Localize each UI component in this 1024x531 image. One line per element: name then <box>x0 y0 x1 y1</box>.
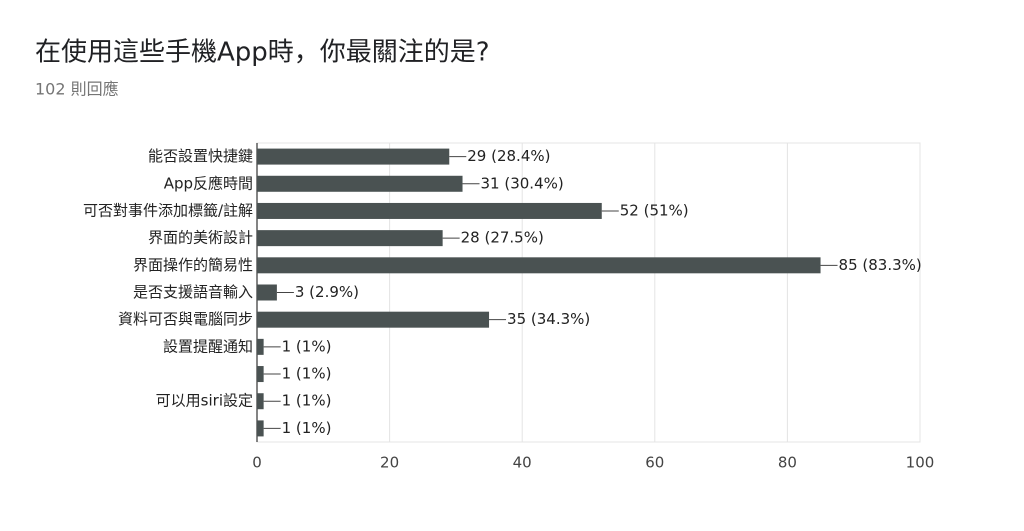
bar <box>257 366 264 383</box>
y-tick-label: 界面的美術設計 <box>148 229 253 247</box>
y-tick-label: 是否支援語音輸入 <box>133 283 253 301</box>
bar <box>257 311 490 328</box>
bar <box>257 284 277 301</box>
value-label: 1 (1%) <box>282 337 332 355</box>
y-tick-label: 設置提醒通知 <box>163 337 253 355</box>
y-tick-label: 界面操作的簡易性 <box>133 256 253 274</box>
x-tick-label: 20 <box>380 454 399 472</box>
bar <box>257 338 264 355</box>
value-label: 85 (83.3%) <box>839 256 922 274</box>
chart-title: 在使用這些手機App時，你最關注的是? <box>35 38 490 68</box>
x-tick-label: 80 <box>778 454 797 472</box>
y-tick-label: 資料可否與電腦同步 <box>118 310 253 328</box>
value-label: 1 (1%) <box>282 419 332 437</box>
x-tick-label: 0 <box>252 454 262 472</box>
y-tick-label: 能否設置快捷鍵 <box>148 147 253 165</box>
bar <box>257 420 264 437</box>
x-tick-label: 60 <box>645 454 664 472</box>
y-tick-label: 可以用siri設定 <box>156 392 253 410</box>
y-tick-label: 可否對事件添加標籤/註解 <box>83 201 253 219</box>
value-label: 3 (2.9%) <box>295 283 359 301</box>
bar <box>257 393 264 410</box>
value-label: 52 (51%) <box>620 201 689 219</box>
chart-subtitle: 102 則回應 <box>35 80 119 99</box>
value-label: 28 (27.5%) <box>461 229 544 247</box>
bar <box>257 230 443 247</box>
value-label: 1 (1%) <box>282 392 332 410</box>
value-label: 35 (34.3%) <box>507 310 590 328</box>
y-tick-label: App反應時間 <box>164 174 253 192</box>
bar <box>257 175 463 192</box>
value-label: 31 (30.4%) <box>481 174 564 192</box>
x-tick-label: 100 <box>906 454 935 472</box>
bar <box>257 257 821 274</box>
bar <box>257 202 602 219</box>
value-label: 29 (28.4%) <box>467 147 550 165</box>
bar <box>257 148 450 165</box>
value-label: 1 (1%) <box>282 365 332 383</box>
x-tick-label: 40 <box>513 454 532 472</box>
